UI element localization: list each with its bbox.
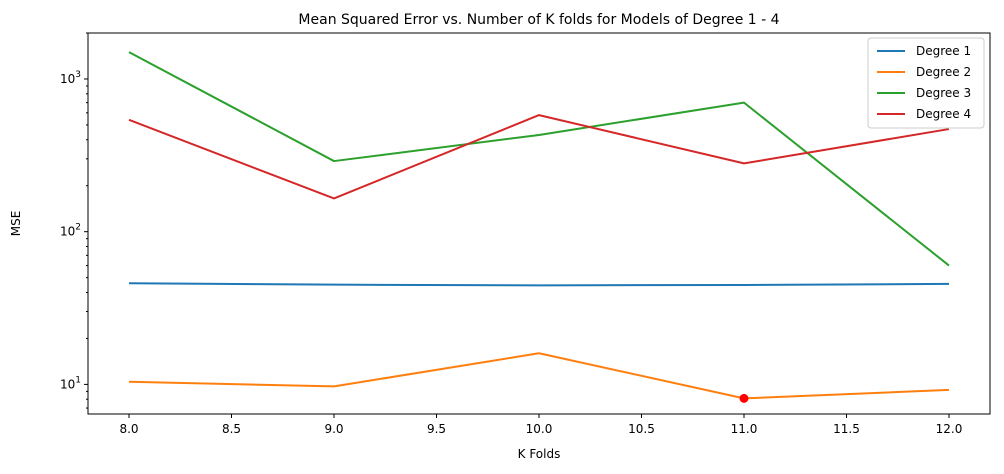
x-tick-label: 8.5 bbox=[222, 422, 241, 436]
x-tick-label: 9.5 bbox=[427, 422, 446, 436]
legend-label-degree-2: Degree 2 bbox=[916, 65, 971, 79]
series-line-degree-4 bbox=[128, 114, 950, 200]
y-tick-label: 101 bbox=[60, 375, 81, 391]
y-tick-label: 103 bbox=[60, 70, 81, 86]
x-tick-label: 10.0 bbox=[526, 422, 553, 436]
legend-label-degree-4: Degree 4 bbox=[916, 107, 971, 121]
y-axis-label: MSE bbox=[9, 211, 23, 237]
legend-label-degree-3: Degree 3 bbox=[916, 86, 971, 100]
x-tick-label: 10.5 bbox=[628, 422, 655, 436]
x-tick-label: 11.5 bbox=[833, 422, 860, 436]
x-tick-label: 11.0 bbox=[731, 422, 758, 436]
legend-label-degree-1: Degree 1 bbox=[916, 44, 971, 58]
x-tick-label: 8.0 bbox=[119, 422, 138, 436]
legend: Degree 1 Degree 2 Degree 3 Degree 4 bbox=[867, 37, 985, 129]
minimum-mse-point bbox=[739, 393, 749, 403]
chart-title: Mean Squared Error vs. Number of K folds… bbox=[298, 12, 779, 28]
y-tick-label: 102 bbox=[60, 223, 81, 239]
series-line-degree-1 bbox=[128, 282, 950, 287]
x-tick-label: 12.0 bbox=[936, 422, 963, 436]
x-axis-label: K Folds bbox=[518, 447, 561, 461]
axes-frame bbox=[87, 32, 991, 415]
series-line-degree-3 bbox=[128, 51, 950, 267]
x-tick-label: 9.0 bbox=[324, 422, 343, 436]
axes: 8.0 8.5 9.0 9.5 10.0 10.5 11.0 11.5 12.0 101 102 10… bbox=[60, 32, 991, 436]
legend-frame bbox=[867, 37, 985, 129]
series-line-degree-2 bbox=[128, 352, 950, 400]
plot-area bbox=[128, 51, 950, 403]
